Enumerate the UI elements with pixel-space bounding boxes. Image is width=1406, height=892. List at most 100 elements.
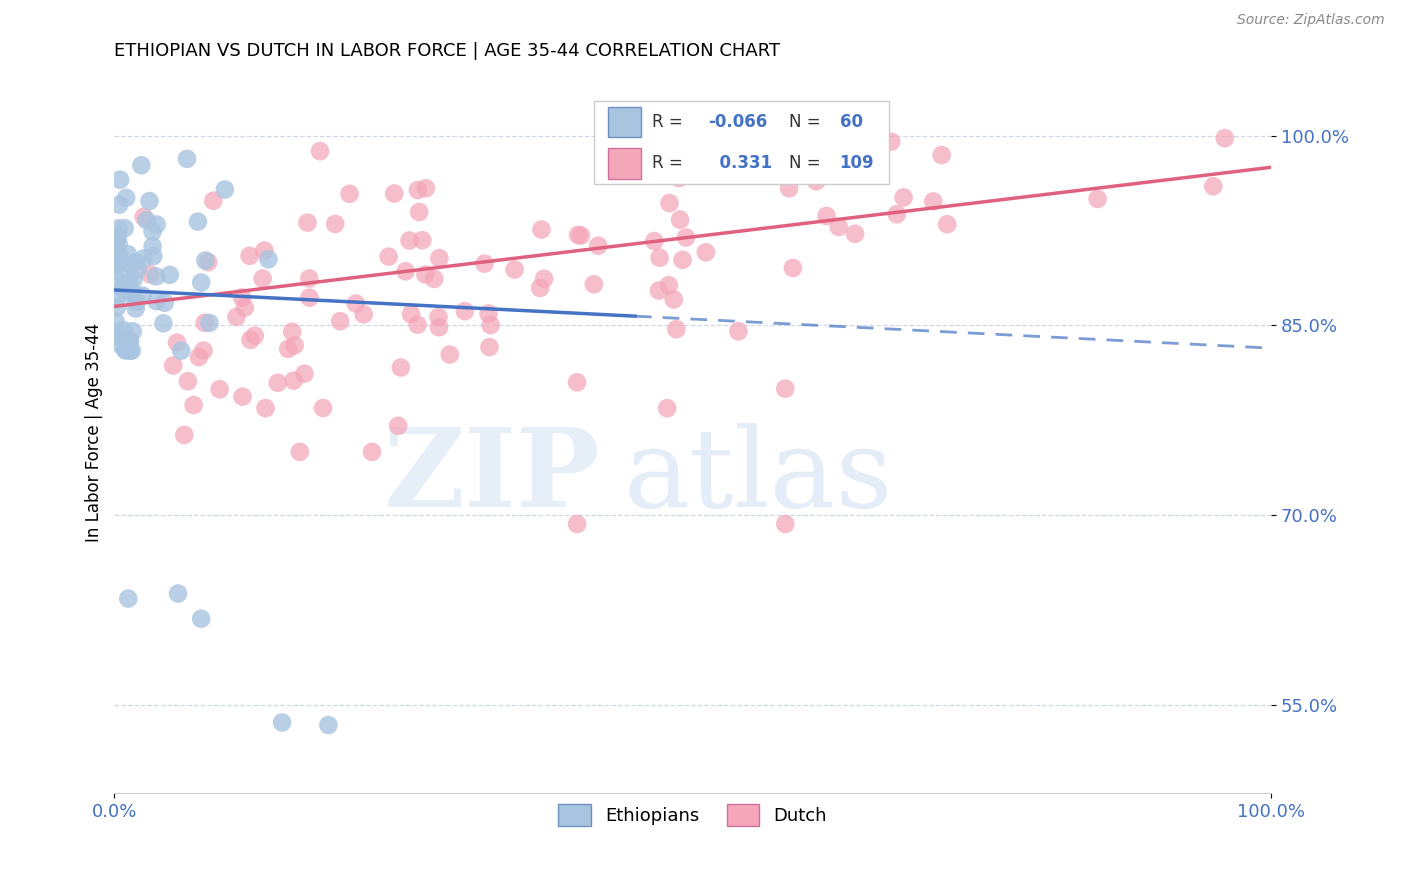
Point [893, 190, 915, 204]
Point [107, 221, 129, 235]
Point [138, 194, 160, 208]
Text: -0.066: -0.066 [707, 113, 768, 131]
Point [806, 174, 828, 188]
Point [339, 186, 361, 201]
Point [127, 262, 149, 277]
Point [107, 254, 129, 268]
Point [208, 382, 231, 396]
Point [318, 718, 340, 732]
Point [329, 314, 352, 328]
Point [648, 284, 671, 298]
Point [125, 255, 148, 269]
Text: 60: 60 [839, 113, 863, 131]
Point [198, 316, 221, 330]
Point [114, 221, 136, 235]
Point [166, 335, 188, 350]
Text: 0.331: 0.331 [707, 154, 772, 172]
Point [288, 445, 311, 459]
Point [233, 301, 256, 315]
Point [775, 382, 797, 396]
Point [225, 310, 247, 324]
Point [152, 316, 174, 330]
Text: N =: N = [789, 154, 825, 172]
Point [104, 238, 127, 252]
Point [104, 314, 127, 328]
Legend: Ethiopians, Dutch: Ethiopians, Dutch [550, 795, 837, 835]
Point [187, 214, 209, 228]
Point [118, 276, 141, 290]
Point [294, 367, 316, 381]
Point [427, 310, 450, 324]
Point [411, 233, 433, 247]
Point [239, 333, 262, 347]
Point [132, 252, 155, 266]
Point [267, 376, 290, 390]
Point [125, 294, 148, 309]
Point [104, 326, 127, 340]
Point [243, 328, 266, 343]
FancyBboxPatch shape [609, 148, 641, 178]
Point [406, 318, 429, 332]
Point [844, 227, 866, 241]
Point [1087, 192, 1109, 206]
Point [821, 122, 844, 136]
Point [132, 210, 155, 224]
Point [695, 245, 717, 260]
Point [782, 260, 804, 275]
Point [429, 251, 451, 265]
Point [232, 390, 254, 404]
Point [344, 296, 367, 310]
Point [415, 181, 437, 195]
Point [145, 294, 167, 309]
Point [132, 288, 155, 302]
Point [271, 715, 294, 730]
Point [105, 293, 128, 307]
Point [454, 304, 477, 318]
Point [159, 268, 181, 282]
Text: 109: 109 [839, 154, 875, 172]
Point [479, 318, 502, 332]
Point [665, 322, 688, 336]
Point [886, 207, 908, 221]
Point [117, 591, 139, 606]
Point [323, 217, 346, 231]
Point [529, 281, 551, 295]
Point [194, 253, 217, 268]
Point [778, 181, 800, 195]
Point [762, 122, 785, 136]
FancyBboxPatch shape [595, 102, 890, 184]
Point [120, 258, 142, 272]
Point [415, 268, 437, 282]
Text: ZIP: ZIP [384, 423, 600, 530]
Point [142, 249, 165, 263]
Point [112, 280, 135, 294]
Point [353, 307, 375, 321]
Point [162, 359, 184, 373]
Point [655, 401, 678, 416]
Point [658, 278, 681, 293]
Point [406, 183, 429, 197]
Point [582, 277, 605, 292]
Point [399, 307, 422, 321]
Point [669, 212, 692, 227]
Point [662, 293, 685, 307]
Point [658, 196, 681, 211]
Point [565, 376, 588, 390]
Point [922, 194, 945, 209]
Point [257, 252, 280, 267]
Point [408, 205, 430, 219]
Point [142, 239, 165, 253]
Point [828, 156, 851, 170]
Point [139, 268, 162, 282]
Point [474, 257, 496, 271]
Point [298, 271, 321, 285]
Point [297, 216, 319, 230]
Point [530, 222, 553, 236]
Point [643, 234, 665, 248]
Point [569, 228, 592, 243]
Point [398, 234, 420, 248]
Point [121, 324, 143, 338]
Point [193, 343, 215, 358]
Point [183, 398, 205, 412]
Point [135, 213, 157, 227]
